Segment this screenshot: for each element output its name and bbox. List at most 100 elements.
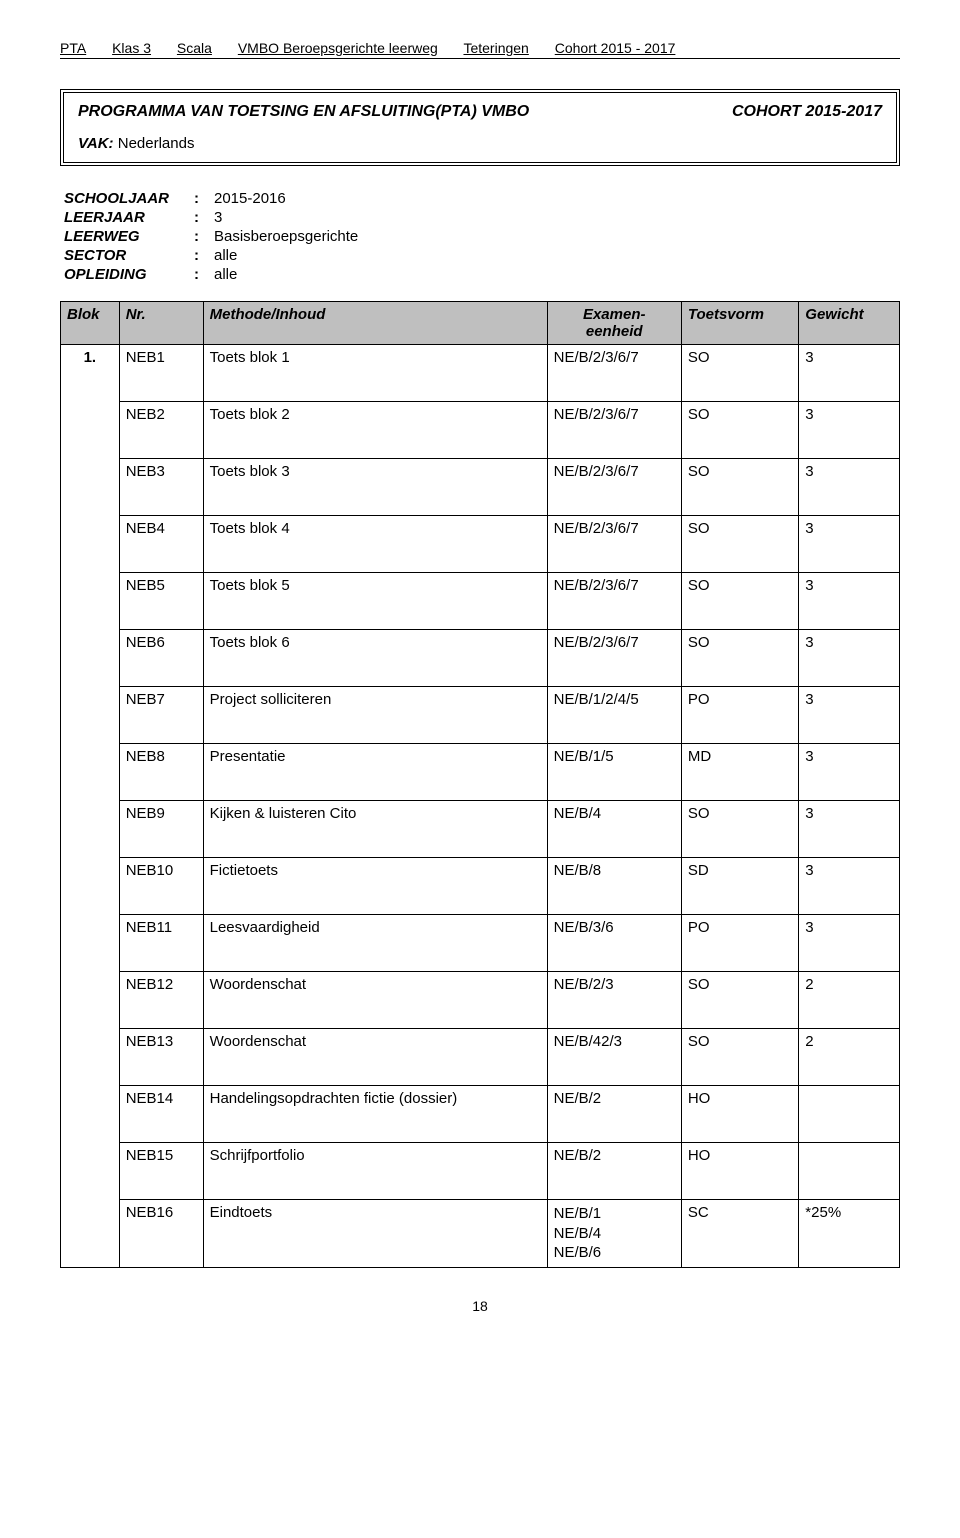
cell-nr: NEB10 — [119, 858, 203, 915]
meta-value: 3 — [214, 209, 222, 226]
cell-nr: NEB11 — [119, 915, 203, 972]
cell-toetsvorm: SO — [681, 630, 798, 687]
cell-toetsvorm: SD — [681, 858, 798, 915]
cell-inhoud: Toets blok 1 — [203, 345, 547, 402]
cell-inhoud: Woordenschat — [203, 1029, 547, 1086]
title-box: PROGRAMMA VAN TOETSING EN AFSLUITING(PTA… — [60, 89, 900, 166]
col-blok: Blok — [61, 302, 120, 345]
pta-table: Blok Nr. Methode/Inhoud Examen- eenheid … — [60, 301, 900, 1268]
cell-inhoud: Toets blok 3 — [203, 459, 547, 516]
cell-nr: NEB15 — [119, 1143, 203, 1200]
cell-inhoud: Toets blok 6 — [203, 630, 547, 687]
cell-examen: NE/B/2/3/6/7 — [547, 516, 681, 573]
cell-examen: NE/B/3/6 — [547, 915, 681, 972]
cell-examen: NE/B/4 — [547, 801, 681, 858]
cell-nr: NEB8 — [119, 744, 203, 801]
meta-value: alle — [214, 247, 237, 264]
cell-gewicht: 3 — [799, 573, 900, 630]
cell-inhoud: Kijken & luisteren Cito — [203, 801, 547, 858]
meta-value: Basisberoepsgerichte — [214, 228, 358, 245]
table-row: NEB9Kijken & luisteren CitoNE/B/4SO3 — [61, 801, 900, 858]
cell-toetsvorm: PO — [681, 915, 798, 972]
cell-nr: NEB5 — [119, 573, 203, 630]
cell-toetsvorm: HO — [681, 1086, 798, 1143]
cell-toetsvorm: SC — [681, 1200, 798, 1268]
cell-nr: NEB16 — [119, 1200, 203, 1268]
cell-inhoud: Handelingsopdrachten fictie (dossier) — [203, 1086, 547, 1143]
meta-label: LEERJAAR — [64, 209, 194, 226]
cell-inhoud: Toets blok 2 — [203, 402, 547, 459]
meta-label: LEERWEG — [64, 228, 194, 245]
table-row: 1.NEB1Toets blok 1NE/B/2/3/6/7SO3 — [61, 345, 900, 402]
hdr-part: VMBO Beroepsgerichte leerweg — [238, 40, 438, 56]
cell-inhoud: Toets blok 5 — [203, 573, 547, 630]
cell-inhoud: Schrijfportfolio — [203, 1143, 547, 1200]
hdr-part: PTA — [60, 40, 86, 56]
cell-inhoud: Toets blok 4 — [203, 516, 547, 573]
cell-examen: NE/B/1/2/4/5 — [547, 687, 681, 744]
table-row: NEB8PresentatieNE/B/1/5MD3 — [61, 744, 900, 801]
cell-nr: NEB7 — [119, 687, 203, 744]
cell-nr: NEB3 — [119, 459, 203, 516]
page-number: 18 — [60, 1298, 900, 1314]
cell-examen: NE/B/42/3 — [547, 1029, 681, 1086]
hdr-part: Cohort 2015 - 2017 — [555, 40, 676, 56]
col-examen: Examen- eenheid — [547, 302, 681, 345]
cell-gewicht: 3 — [799, 801, 900, 858]
cell-inhoud: Fictietoets — [203, 858, 547, 915]
cell-examen: NE/B/2 — [547, 1143, 681, 1200]
cell-gewicht: 3 — [799, 744, 900, 801]
cell-toetsvorm: MD — [681, 744, 798, 801]
programma-title: PROGRAMMA VAN TOETSING EN AFSLUITING(PTA… — [78, 103, 529, 121]
table-row: NEB3Toets blok 3NE/B/2/3/6/7SO3 — [61, 459, 900, 516]
vak-value: Nederlands — [118, 135, 195, 152]
cell-gewicht: 3 — [799, 915, 900, 972]
cell-examen: NE/B/2/3 — [547, 972, 681, 1029]
hdr-part: Klas 3 — [112, 40, 151, 56]
cell-nr: NEB4 — [119, 516, 203, 573]
table-row: NEB5Toets blok 5NE/B/2/3/6/7SO3 — [61, 573, 900, 630]
cell-gewicht — [799, 1086, 900, 1143]
cell-gewicht: 3 — [799, 345, 900, 402]
table-header-row: Blok Nr. Methode/Inhoud Examen- eenheid … — [61, 302, 900, 345]
table-row: NEB7Project solliciterenNE/B/1/2/4/5PO3 — [61, 687, 900, 744]
col-nr: Nr. — [119, 302, 203, 345]
cell-examen: NE/B/1/5 — [547, 744, 681, 801]
cohort-title: COHORT 2015-2017 — [732, 103, 882, 121]
cell-toetsvorm: SO — [681, 402, 798, 459]
cell-toetsvorm: SO — [681, 801, 798, 858]
table-row: NEB2Toets blok 2NE/B/2/3/6/7SO3 — [61, 402, 900, 459]
table-row: NEB16EindtoetsNE/B/1NE/B/4NE/B/6SC*25% — [61, 1200, 900, 1268]
cell-gewicht: 2 — [799, 972, 900, 1029]
table-row: NEB4Toets blok 4NE/B/2/3/6/7SO3 — [61, 516, 900, 573]
col-inhoud: Methode/Inhoud — [203, 302, 547, 345]
page-header: PTA Klas 3 Scala VMBO Beroepsgerichte le… — [60, 40, 900, 59]
cell-gewicht: 3 — [799, 858, 900, 915]
table-row: NEB13WoordenschatNE/B/42/3SO2 — [61, 1029, 900, 1086]
cell-examen: NE/B/2/3/6/7 — [547, 402, 681, 459]
table-row: NEB14Handelingsopdrachten fictie (dossie… — [61, 1086, 900, 1143]
cell-toetsvorm: SO — [681, 573, 798, 630]
table-row: NEB10FictietoetsNE/B/8SD3 — [61, 858, 900, 915]
cell-gewicht: *25% — [799, 1200, 900, 1268]
table-row: NEB15SchrijfportfolioNE/B/2HO — [61, 1143, 900, 1200]
cell-toetsvorm: SO — [681, 345, 798, 402]
table-row: NEB6Toets blok 6NE/B/2/3/6/7SO3 — [61, 630, 900, 687]
cell-examen: NE/B/2/3/6/7 — [547, 345, 681, 402]
cell-toetsvorm: SO — [681, 1029, 798, 1086]
table-row: NEB11LeesvaardigheidNE/B/3/6PO3 — [61, 915, 900, 972]
cell-toetsvorm: HO — [681, 1143, 798, 1200]
cell-gewicht: 2 — [799, 1029, 900, 1086]
cell-examen: NE/B/2/3/6/7 — [547, 630, 681, 687]
meta-label: SCHOOLJAAR — [64, 190, 194, 207]
vak-label: VAK: — [78, 135, 114, 152]
cell-nr: NEB14 — [119, 1086, 203, 1143]
meta-block: SCHOOLJAAR:2015-2016 LEERJAAR:3 LEERWEG:… — [64, 190, 900, 283]
cell-gewicht: 3 — [799, 402, 900, 459]
cell-nr: NEB12 — [119, 972, 203, 1029]
cell-inhoud: Woordenschat — [203, 972, 547, 1029]
blok-number: 1. — [61, 345, 120, 1268]
cell-nr: NEB9 — [119, 801, 203, 858]
cell-toetsvorm: SO — [681, 972, 798, 1029]
cell-examen: NE/B/8 — [547, 858, 681, 915]
